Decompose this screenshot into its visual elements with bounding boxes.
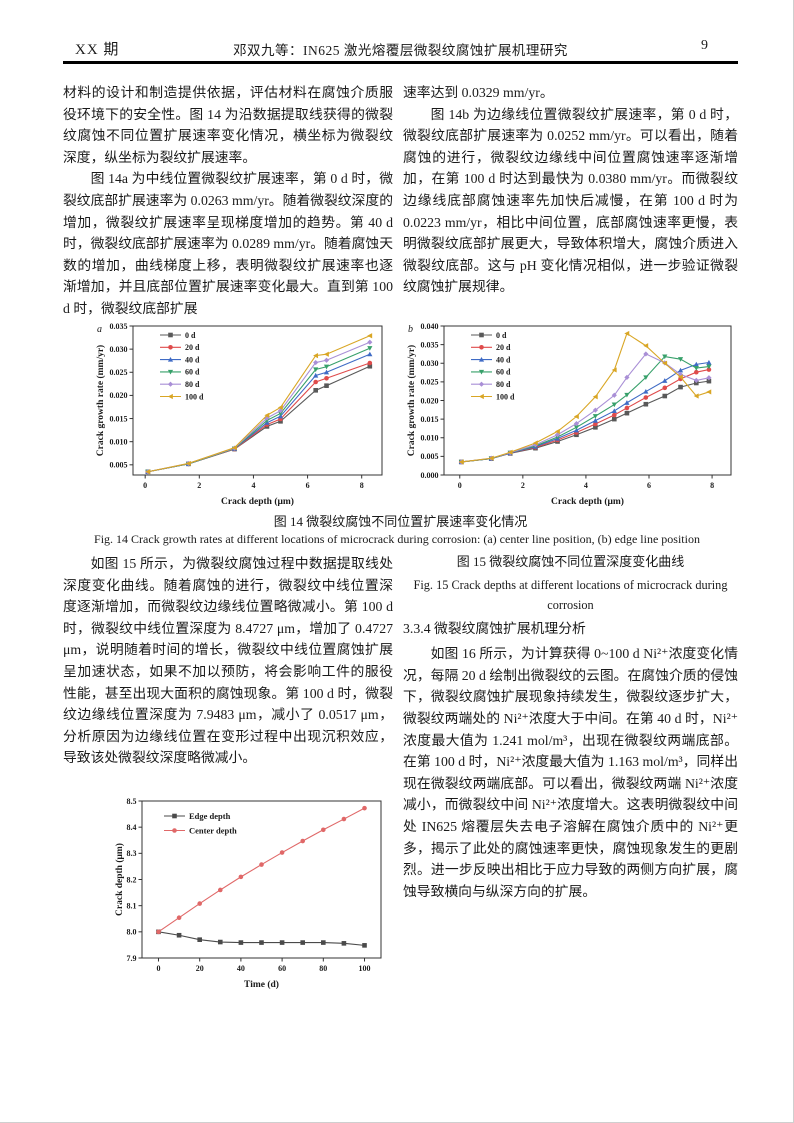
svg-text:4: 4: [584, 481, 588, 490]
figure-14-caption-en: Fig. 14 Crack growth rates at different …: [94, 532, 700, 546]
svg-text:0.035: 0.035: [110, 322, 128, 331]
svg-text:8.1: 8.1: [127, 901, 137, 910]
svg-text:8.4: 8.4: [127, 823, 137, 832]
svg-text:0.005: 0.005: [421, 452, 439, 461]
figure-15-caption-cn: 图 15 微裂纹腐蚀不同位置深度变化曲线: [456, 554, 685, 569]
svg-text:8.0: 8.0: [127, 928, 137, 937]
right-column-bottom: 图 15 微裂纹腐蚀不同位置深度变化曲线 Fig. 15 Crack depth…: [403, 551, 738, 902]
svg-text:Crack depth (μm): Crack depth (μm): [221, 496, 294, 507]
paragraph-fig15: 如图 15 所示，为微裂纹腐蚀过程中数据提取线处深度变化曲线。随着腐蚀的进行，微…: [63, 556, 393, 766]
right-column-top: 速率达到 0.0329 mm/yr。 图 14b 为边缘线位置微裂纹扩展速率，第…: [403, 82, 738, 298]
figure-14a-line-chart: 0 2 4 6 8 0.005 0.010 0.015 0.020 0.025 0.030 0.035…: [93, 316, 391, 508]
svg-text:b: b: [408, 324, 413, 335]
svg-text:0.040: 0.040: [421, 322, 439, 331]
section-heading-334: 3.3.4 微裂纹腐蚀扩展机理分析: [403, 620, 586, 636]
svg-text:40 d: 40 d: [185, 355, 200, 364]
svg-text:4: 4: [251, 481, 255, 490]
svg-text:8: 8: [710, 481, 714, 490]
svg-text:2: 2: [197, 481, 201, 490]
svg-text:8.2: 8.2: [127, 875, 137, 884]
svg-text:0.035: 0.035: [421, 340, 439, 349]
svg-text:8.5: 8.5: [127, 797, 137, 806]
svg-text:0.010: 0.010: [421, 434, 439, 443]
svg-text:0 d: 0 d: [496, 331, 507, 340]
svg-text:80 d: 80 d: [496, 380, 511, 389]
svg-text:80: 80: [319, 964, 327, 973]
svg-text:20 d: 20 d: [496, 343, 511, 352]
svg-text:0: 0: [143, 481, 147, 490]
journal-issue: XX 期: [75, 42, 120, 58]
svg-text:7.9: 7.9: [127, 954, 137, 963]
svg-text:0.020: 0.020: [421, 396, 439, 405]
svg-text:60: 60: [278, 964, 286, 973]
svg-text:Crack depth (μm): Crack depth (μm): [114, 843, 125, 916]
svg-text:0.025: 0.025: [421, 378, 439, 387]
figure-15-caption-en: Fig. 15 Crack depths at different locati…: [413, 577, 728, 612]
svg-text:0 d: 0 d: [185, 331, 196, 340]
svg-text:Crack depth (μm): Crack depth (μm): [551, 496, 624, 507]
running-title: 邓双九等：IN625 激光熔覆层微裂纹腐蚀扩展机理研究: [233, 43, 568, 58]
svg-text:0: 0: [458, 481, 462, 490]
svg-text:8: 8: [360, 481, 364, 490]
svg-text:20: 20: [196, 964, 204, 973]
svg-text:60 d: 60 d: [185, 368, 200, 377]
svg-text:0: 0: [156, 964, 160, 973]
svg-text:100 d: 100 d: [496, 392, 515, 401]
svg-text:100: 100: [359, 964, 371, 973]
paragraph-continuation: 材料的设计和制造提供依据，评估材料在腐蚀介质服役环境下的安全性。图 14 为沿数…: [63, 85, 393, 165]
paragraph-continuation: 速率达到 0.0329 mm/yr。: [403, 85, 554, 100]
svg-text:0.020: 0.020: [110, 391, 128, 400]
header-rule: [63, 61, 738, 64]
svg-text:0.025: 0.025: [110, 368, 128, 377]
svg-text:Time (d): Time (d): [244, 979, 279, 990]
page-number: 9: [701, 38, 708, 53]
page-header: XX 期 邓双九等：IN625 激光熔覆层微裂纹腐蚀扩展机理研究 9: [63, 38, 738, 58]
figure-15-line-chart: 0 20 40 60 80 100 7.9 8.0 8.1 8.2 8.3 8.4 8.5 Time (d…: [112, 791, 390, 991]
figure-14b-line-chart: 0 2 4 6 8 0.000 0.005 0.010 0.015 0.020 0.025 0.030…: [404, 316, 740, 508]
figure-14-caption-cn: 图 14 微裂纹腐蚀不同位置扩展速率变化情况: [273, 514, 528, 529]
svg-text:0.010: 0.010: [110, 437, 128, 446]
paragraph-fig14a: 图 14a 为中线位置微裂纹扩展速率，第 0 d 时，微裂纹底部扩展速率为 0.…: [63, 171, 393, 316]
svg-text:6: 6: [647, 481, 651, 490]
svg-text:0.015: 0.015: [421, 415, 439, 424]
svg-text:Crack growth rate (mm/yr): Crack growth rate (mm/yr): [95, 345, 106, 456]
svg-text:6: 6: [306, 481, 310, 490]
svg-text:0.005: 0.005: [110, 461, 128, 470]
svg-text:a: a: [97, 324, 102, 335]
paragraph-fig14b: 图 14b 为边缘线位置微裂纹扩展速率，第 0 d 时，微裂纹底部扩展速率为 0…: [403, 106, 738, 295]
svg-text:2: 2: [521, 481, 525, 490]
svg-text:60 d: 60 d: [496, 368, 511, 377]
svg-text:Edge depth: Edge depth: [189, 811, 231, 821]
left-column-bottom: 如图 15 所示，为微裂纹腐蚀过程中数据提取线处深度变化曲线。随着腐蚀的进行，微…: [63, 553, 393, 769]
svg-text:0.000: 0.000: [421, 471, 439, 480]
left-column-top: 材料的设计和制造提供依据，评估材料在腐蚀介质服役环境下的安全性。图 14 为沿数…: [63, 82, 393, 320]
svg-text:0.030: 0.030: [421, 359, 439, 368]
svg-text:40 d: 40 d: [496, 355, 511, 364]
svg-text:40: 40: [237, 964, 245, 973]
svg-text:20 d: 20 d: [185, 343, 200, 352]
paragraph-mechanism: 如图 16 所示，为计算获得 0~100 d Ni²⁺浓度变化情况，每隔 20 …: [403, 646, 738, 899]
svg-text:8.3: 8.3: [127, 849, 137, 858]
svg-text:100 d: 100 d: [185, 392, 204, 401]
svg-text:Crack growth rate (mm/yr): Crack growth rate (mm/yr): [406, 345, 417, 456]
svg-text:80 d: 80 d: [185, 380, 200, 389]
svg-text:0.015: 0.015: [110, 414, 128, 423]
svg-text:Center depth: Center depth: [189, 825, 237, 835]
svg-text:0.030: 0.030: [110, 345, 128, 354]
